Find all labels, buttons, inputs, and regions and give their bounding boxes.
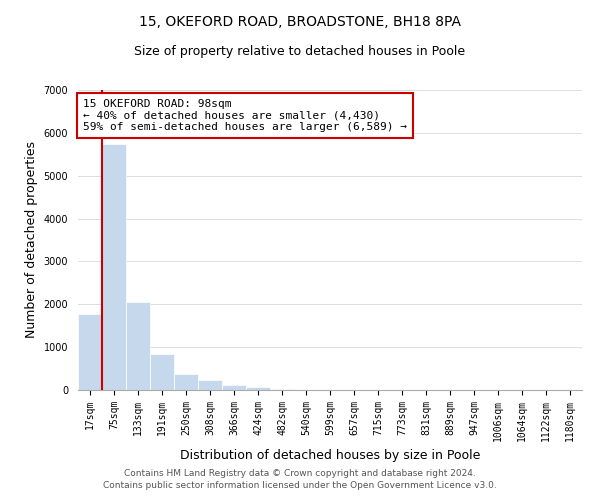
Bar (126, 302, 150, 390)
Text: Size of property relative to detached houses in Poole: Size of property relative to detached ho… (134, 45, 466, 58)
Bar (198, 380, 222, 390)
Bar (78, 314, 102, 390)
Bar (222, 386, 246, 390)
Bar (174, 374, 198, 390)
X-axis label: Distribution of detached houses by size in Poole: Distribution of detached houses by size … (180, 449, 480, 462)
Y-axis label: Number of detached properties: Number of detached properties (25, 142, 38, 338)
Bar (102, 144, 126, 390)
Bar (150, 354, 174, 390)
Text: 15, OKEFORD ROAD, BROADSTONE, BH18 8PA: 15, OKEFORD ROAD, BROADSTONE, BH18 8PA (139, 15, 461, 29)
Bar (246, 388, 270, 390)
Text: 15 OKEFORD ROAD: 98sqm
← 40% of detached houses are smaller (4,430)
59% of semi-: 15 OKEFORD ROAD: 98sqm ← 40% of detached… (83, 99, 407, 132)
Text: Contains HM Land Registry data © Crown copyright and database right 2024.
Contai: Contains HM Land Registry data © Crown c… (103, 468, 497, 490)
Bar (270, 388, 294, 390)
